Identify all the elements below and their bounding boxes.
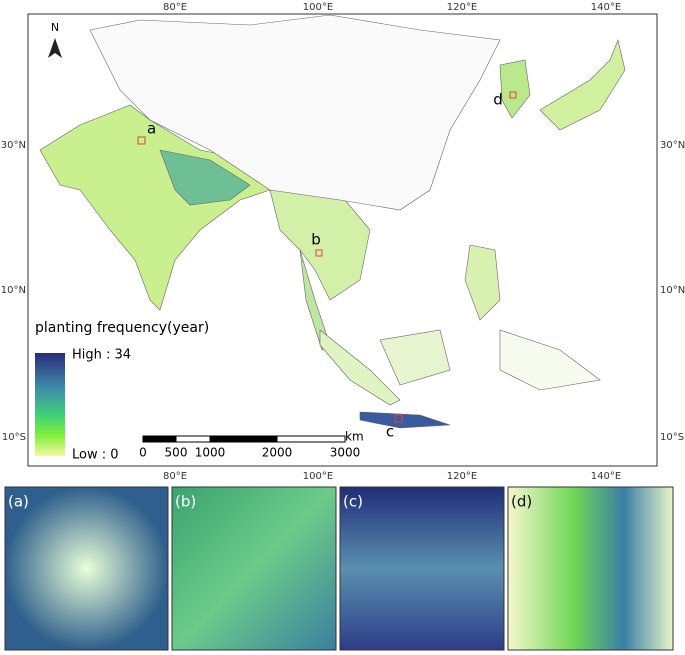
legend-high: High : 34: [72, 348, 131, 363]
site-label: d: [493, 91, 503, 109]
panel-image: [4, 486, 169, 651]
panel-image: [339, 486, 505, 651]
panel-label: (c): [343, 493, 363, 511]
lat-label: 30°N: [1, 140, 26, 151]
lat-label: 10°S: [660, 432, 684, 443]
site-label: c: [386, 423, 394, 441]
scale-tick: 500: [165, 446, 188, 460]
scale-tick: 3000: [330, 446, 361, 460]
north-label: N: [51, 21, 59, 34]
lon-label: 100°E: [303, 2, 333, 13]
north-arrow: [48, 38, 62, 58]
legend-low: Low : 0: [72, 448, 119, 463]
lon-label: 80°E: [163, 2, 187, 13]
panel-label: (d): [511, 493, 532, 511]
lon-label: 140°E: [591, 471, 621, 482]
panel-label: (b): [175, 493, 196, 511]
scale-tick: 1000: [195, 446, 226, 460]
lon-label: 80°E: [163, 471, 187, 482]
panel-image: [507, 486, 674, 651]
site-box: [394, 414, 403, 423]
panel-image: [171, 486, 337, 651]
scale-tick: 2000: [262, 446, 293, 460]
lon-label: 100°E: [303, 471, 333, 482]
site-box: [137, 136, 146, 145]
lat-label: 30°N: [660, 140, 685, 151]
scale-tick: 0: [139, 446, 147, 460]
site-box: [315, 249, 323, 257]
land: [39, 14, 626, 429]
lat-label: 10°N: [1, 285, 26, 296]
legend-title: planting frequency(year): [35, 320, 209, 336]
lon-label: 120°E: [447, 471, 477, 482]
scale-unit: km: [345, 430, 364, 444]
lat-label: 10°S: [2, 432, 26, 443]
legend-ramp: [35, 353, 65, 456]
lat-label: 10°N: [660, 285, 685, 296]
site-label: a: [147, 120, 156, 138]
lon-label: 120°E: [447, 2, 477, 13]
lon-label: 140°E: [591, 2, 621, 13]
panel-label: (a): [8, 493, 29, 511]
site-label: b: [311, 231, 321, 249]
site-box: [509, 91, 517, 99]
scale-bar: [142, 435, 346, 443]
